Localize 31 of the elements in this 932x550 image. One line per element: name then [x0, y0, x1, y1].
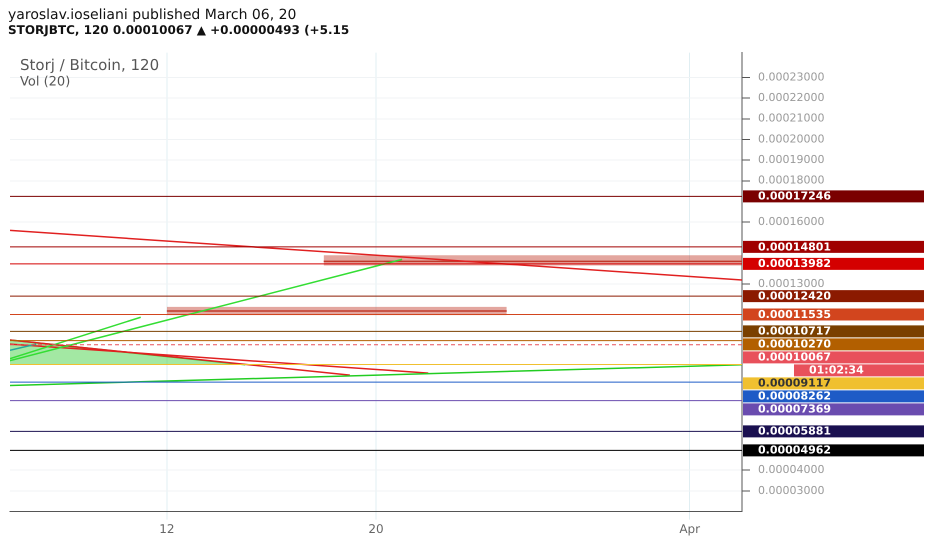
- ref-line-label: 0.00010270: [758, 338, 832, 351]
- y-tick-label: 0.00004000: [758, 463, 824, 476]
- chart-title: Storj / Bitcoin, 120: [20, 56, 160, 74]
- y-tick-label: 0.00019000: [758, 152, 824, 166]
- x-tick-label: 20: [368, 522, 384, 536]
- text: STORJBTC, 120 0.00010067 ▲ +0.00000493 (+5.15: [8, 23, 350, 38]
- y-tick-label: 0.00020000: [758, 132, 824, 146]
- x-tick-label: Apr: [679, 522, 700, 536]
- ref-line-label: 0.00008262: [758, 390, 832, 403]
- ref-line-label: 0.00010717: [758, 324, 832, 338]
- text: Vol (20): [20, 74, 70, 90]
- ref-line-label: 0.00014801: [758, 240, 832, 254]
- y-tick-label: 0.00016000: [758, 215, 824, 228]
- ref-line-label: 0.00005881: [758, 424, 832, 438]
- ref-line-label: 0.00010067: [758, 350, 832, 364]
- ref-line-label: 0.00013982: [758, 257, 832, 270]
- text: 01:02:34: [809, 364, 864, 377]
- ref-line-label: 0.00011535: [758, 308, 832, 321]
- text: yaroslav.ioseliani published March 06, 20: [8, 7, 298, 23]
- y-tick-label: 0.00022000: [758, 90, 824, 104]
- ref-line-label: 0.00012420: [758, 290, 832, 303]
- ref-line-label: 0.00017246: [758, 190, 832, 203]
- x-tick-label: 12: [159, 522, 174, 536]
- ref-line-label: 0.00009117: [758, 376, 832, 390]
- y-tick-label: 0.00013000: [758, 277, 824, 290]
- y-tick-label: 0.00018000: [758, 174, 824, 187]
- y-tick-label: 0.00021000: [758, 112, 824, 125]
- ref-line-label: 0.00004962: [758, 444, 832, 457]
- ref-line-label: 0.00007369: [758, 402, 832, 416]
- y-tick-label: 0.00003000: [758, 484, 824, 497]
- y-tick-label: 0.00023000: [758, 70, 824, 84]
